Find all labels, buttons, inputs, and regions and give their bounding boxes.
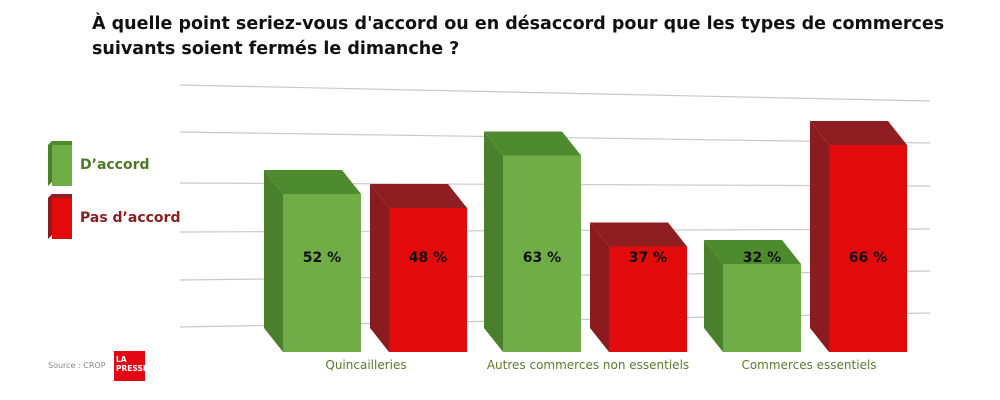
bar-front [283, 194, 361, 352]
bar-side [264, 170, 283, 352]
bar-front [829, 145, 907, 352]
bar-pas-accord-3: 66 % [810, 121, 907, 352]
bar-accord-3: 32 % [704, 240, 801, 352]
bar-value-label: 52 % [303, 250, 341, 266]
legend-swatch [52, 198, 72, 239]
bars: 52 % 48 % 63 % 37 % 32 % 66 % [264, 121, 907, 352]
category-labels: Quincailleries Autres commerces non essen… [325, 358, 876, 372]
bar-side [370, 184, 389, 352]
logo-line-2: PRESSE [116, 364, 148, 373]
bar-value-label: 66 % [849, 250, 887, 266]
legend: D’accord Pas d’accord [48, 141, 180, 239]
bar-pas-accord-1: 48 % [370, 184, 467, 352]
bar-side [704, 240, 723, 352]
bar-front [723, 264, 801, 352]
bar-side [484, 131, 503, 352]
bar-top [590, 222, 687, 247]
legend-label: D’accord [80, 157, 150, 173]
category-label-2: Autres commerces non essentiels [487, 358, 689, 372]
logo-line-1: LA [116, 355, 127, 364]
bar-front [389, 208, 467, 352]
bar-value-label: 32 % [743, 250, 781, 266]
la-presse-logo: LA PRESSE [114, 351, 148, 381]
bar-top [370, 184, 467, 208]
bar-side [590, 222, 609, 352]
bar-front [503, 155, 581, 352]
legend-swatch-side [48, 141, 52, 186]
legend-swatch-top [48, 194, 72, 198]
bar-side [810, 121, 829, 352]
grid-line-1 [179, 84, 931, 102]
chart-title: À quelle point seriez-vous d'accord ou e… [92, 14, 945, 59]
legend-swatch-side [48, 194, 52, 239]
bar-top [484, 131, 581, 156]
bar-front [609, 246, 687, 352]
bar-top [704, 240, 801, 264]
bar-pas-accord-2: 37 % [590, 222, 687, 352]
category-label-3: Commerces essentiels [741, 358, 876, 372]
legend-label: Pas d’accord [80, 210, 180, 226]
legend-swatch-top [48, 141, 72, 145]
category-label-1: Quincailleries [325, 358, 406, 372]
bar-accord-1: 52 % [264, 170, 361, 352]
legend-item-1: D’accord [48, 141, 150, 186]
bar-value-label: 48 % [409, 250, 447, 266]
bar-accord-2: 63 % [484, 131, 581, 352]
legend-swatch [52, 145, 72, 186]
bar-value-label: 63 % [523, 250, 561, 266]
bar-top [810, 121, 907, 145]
bar-top [264, 170, 361, 194]
bar-value-label: 37 % [629, 250, 667, 266]
source-note: Source : CROP [48, 361, 106, 370]
legend-item-2: Pas d’accord [48, 194, 180, 239]
